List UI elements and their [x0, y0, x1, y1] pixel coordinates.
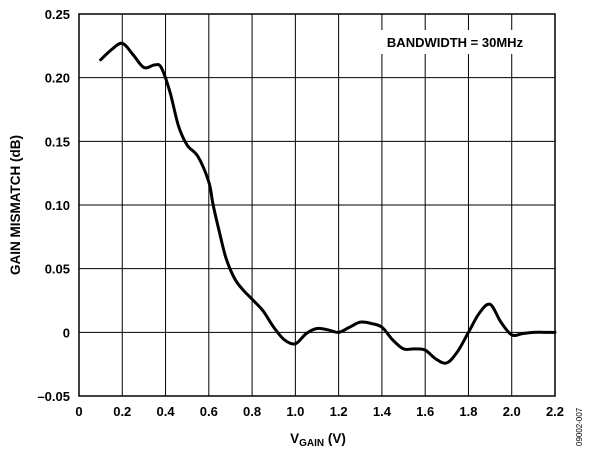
- x-tick-label: 0.4: [157, 404, 176, 419]
- y-tick-label: 0.15: [45, 134, 70, 149]
- y-tick-label: 0.05: [45, 262, 70, 277]
- x-axis-label-unit: (V): [324, 431, 346, 446]
- figure-id: 09002-007: [575, 407, 584, 446]
- x-tick-label: 0: [75, 404, 82, 419]
- x-tick-label: 0.6: [200, 404, 218, 419]
- y-axis-label: GAIN MISMATCH (dB): [8, 135, 23, 275]
- plot-border: [78, 13, 556, 397]
- x-axis-label-main: V: [290, 431, 299, 446]
- x-tick-label: 1.8: [459, 404, 477, 419]
- x-axis-label-subscript: GAIN: [299, 438, 324, 449]
- tick-labels: 0 0.2 0.4 0.6 0.8 1.0 1.2 1.4 1.6 1.8 2.0 2.2 –0.05 0…: [37, 7, 564, 419]
- plot-frame: [78, 13, 556, 397]
- x-tick-label: 1.0: [286, 404, 304, 419]
- x-axis-label: VGAIN (V): [290, 431, 346, 449]
- curve-layer: [99, 41, 557, 365]
- x-tick-label: 1.2: [330, 404, 348, 419]
- y-tick-label: 0.10: [45, 198, 70, 213]
- gain-mismatch-line: [99, 41, 557, 365]
- y-tick-label: 0: [63, 325, 70, 340]
- x-tick-label: 1.4: [373, 404, 392, 419]
- grid: [79, 14, 555, 396]
- y-tick-label: 0.25: [45, 7, 70, 22]
- y-tick-label: 0.20: [45, 71, 70, 86]
- x-tick-label: 0.8: [243, 404, 261, 419]
- annotation-background: [362, 30, 540, 54]
- x-tick-label: 2.0: [503, 404, 521, 419]
- x-tick-label: 0.2: [113, 404, 131, 419]
- bandwidth-annotation: BANDWIDTH = 30MHz: [387, 35, 524, 50]
- x-tick-label: 1.6: [416, 404, 434, 419]
- x-tick-label: 2.2: [546, 404, 564, 419]
- y-tick-label: –0.05: [37, 389, 70, 404]
